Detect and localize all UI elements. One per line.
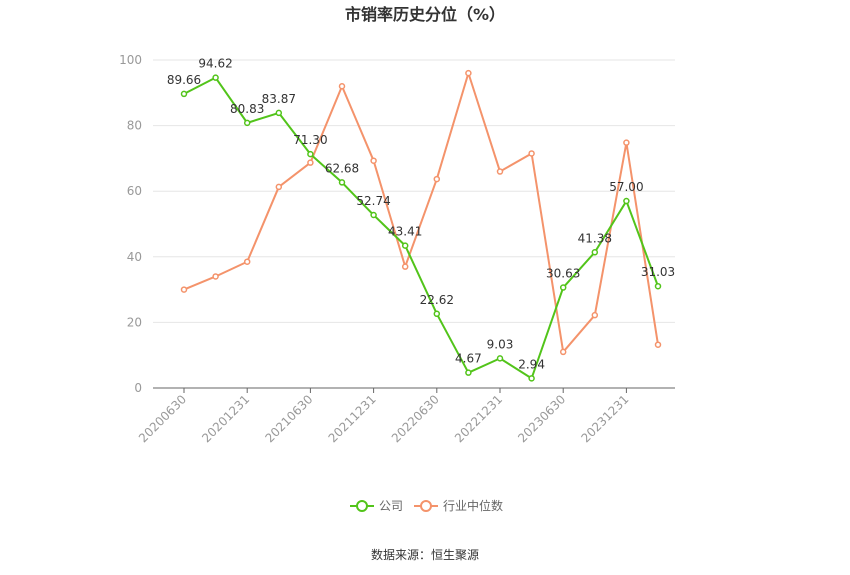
data-point	[275, 109, 283, 117]
data-label: 71.30	[293, 133, 327, 147]
y-tick-label: 60	[127, 184, 142, 198]
legend-label: 行业中位数	[443, 498, 503, 513]
data-point	[338, 82, 346, 90]
x-axis: 20200630 20201231 20210630 20211231 20220630…	[136, 387, 675, 445]
data-label: 22.62	[420, 293, 454, 307]
x-tick-label: 20200630	[136, 392, 189, 445]
data-point	[370, 211, 377, 219]
data-point	[212, 74, 219, 81]
legend-swatch-marker	[420, 500, 432, 512]
data-point	[654, 341, 662, 348]
legend[interactable]: 公司 行业中位数	[350, 498, 503, 513]
x-tick-label: 20231231	[578, 392, 631, 445]
data-label: 80.83	[230, 102, 264, 116]
data-point	[307, 150, 314, 158]
x-tick-label: 20211231	[326, 392, 379, 445]
y-axis: 0 20 40 60 80 100	[119, 53, 142, 395]
chart-title: 市销率历史分位（%）	[345, 5, 505, 24]
data-label: 52.74	[356, 194, 390, 208]
y-tick-label: 80	[127, 119, 142, 133]
data-point	[180, 286, 188, 293]
data-point	[528, 375, 535, 382]
series-layer	[180, 69, 662, 382]
x-tick-label: 20210630	[262, 392, 315, 445]
data-label: 9.03	[487, 337, 514, 351]
data-point	[496, 168, 504, 175]
data-point	[654, 282, 662, 290]
source-note: 数据来源：恒生聚源	[371, 547, 479, 562]
data-label: 57.00	[609, 180, 643, 194]
data-point	[559, 284, 567, 291]
data-point	[623, 197, 630, 205]
y-tick-label: 40	[127, 250, 142, 264]
data-point	[338, 179, 346, 186]
data-point	[591, 311, 599, 319]
data-point	[401, 242, 409, 249]
y-tick-label: 100	[119, 53, 142, 67]
data-label: 2.94	[518, 357, 545, 371]
data-point	[623, 139, 630, 146]
data-label: 30.63	[546, 267, 580, 281]
data-label: 4.67	[455, 352, 482, 366]
data-point	[401, 263, 409, 270]
data-point	[433, 175, 441, 183]
data-point	[465, 69, 472, 77]
data-point	[591, 249, 599, 256]
data-label: 94.62	[198, 57, 232, 71]
series-line-1	[183, 72, 659, 353]
y-tick-label: 0	[134, 381, 142, 395]
x-tick-label: 20230630	[515, 392, 568, 445]
data-label: 41.38	[578, 231, 612, 245]
data-label: 89.66	[167, 73, 201, 87]
data-point	[528, 150, 535, 157]
data-point	[212, 273, 219, 280]
legend-label: 公司	[379, 499, 403, 513]
data-point	[243, 119, 251, 127]
data-point	[243, 258, 251, 265]
y-tick-label: 20	[127, 315, 142, 329]
x-tick-label: 20201231	[199, 392, 252, 445]
data-label: 62.68	[325, 161, 359, 175]
data-label: 31.03	[641, 265, 675, 279]
legend-swatch-marker	[356, 500, 368, 512]
data-label: 43.41	[388, 225, 422, 239]
data-point	[307, 159, 314, 166]
x-tick-label: 20221231	[452, 392, 505, 445]
series-line-0	[183, 76, 659, 380]
data-point	[370, 157, 377, 164]
data-point	[465, 369, 472, 376]
data-label: 83.87	[262, 92, 296, 106]
data-point	[433, 310, 441, 318]
data-point	[559, 348, 567, 356]
data-point	[180, 90, 188, 98]
data-point	[496, 355, 504, 362]
data-point	[275, 183, 283, 191]
x-tick-label: 20220630	[389, 392, 442, 445]
